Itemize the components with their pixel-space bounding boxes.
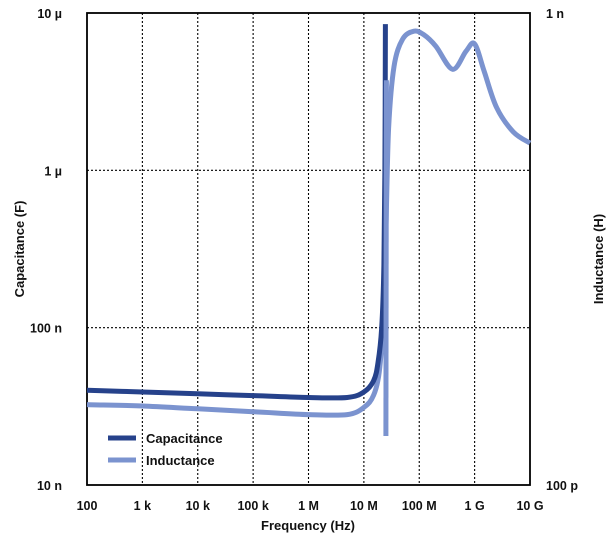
- series-line-inductance: [86, 28, 532, 418]
- plot-frame: [86, 12, 531, 486]
- series-segment-inductance: [383, 80, 389, 437]
- legend: Capacitance Inductance: [108, 431, 223, 468]
- y2-axis-label: Inductance (H): [591, 214, 606, 304]
- x-tick-label: 10 G: [516, 499, 543, 513]
- y-axis-label: Capacitance (F): [12, 201, 27, 298]
- x-tick-label: 10 k: [186, 499, 210, 513]
- y2-tick-labels: 1 n 100 p: [546, 7, 578, 493]
- x-axis-label: Frequency (Hz): [261, 518, 355, 533]
- x-tick-labels: 100 1 k 10 k 100 k 1 M 10 M 100 M 1 G 10 G: [77, 499, 544, 513]
- x-tick-label: 100: [77, 499, 98, 513]
- series-layer: [86, 24, 532, 437]
- x-tick-label: 10 M: [350, 499, 378, 513]
- y2-tick-label: 100 p: [546, 479, 578, 493]
- y-tick-label: 10 µ: [37, 7, 62, 21]
- y2-tick-label: 1 n: [546, 7, 564, 21]
- x-tick-label: 1 M: [298, 499, 319, 513]
- x-tick-label: 100 k: [237, 499, 268, 513]
- legend-label-capacitance: Capacitance: [146, 431, 223, 446]
- y-tick-label: 100 n: [30, 322, 62, 336]
- series-line-capacitance: [86, 24, 388, 401]
- y-tick-labels: 10 µ 1 µ 100 n 10 n: [30, 7, 62, 493]
- legend-label-inductance: Inductance: [146, 453, 215, 468]
- x-tick-label: 1 k: [134, 499, 151, 513]
- y-tick-label: 1 µ: [44, 164, 62, 178]
- y-tick-label: 10 n: [37, 479, 62, 493]
- x-tick-label: 100 M: [402, 499, 437, 513]
- x-tick-label: 1 G: [465, 499, 485, 513]
